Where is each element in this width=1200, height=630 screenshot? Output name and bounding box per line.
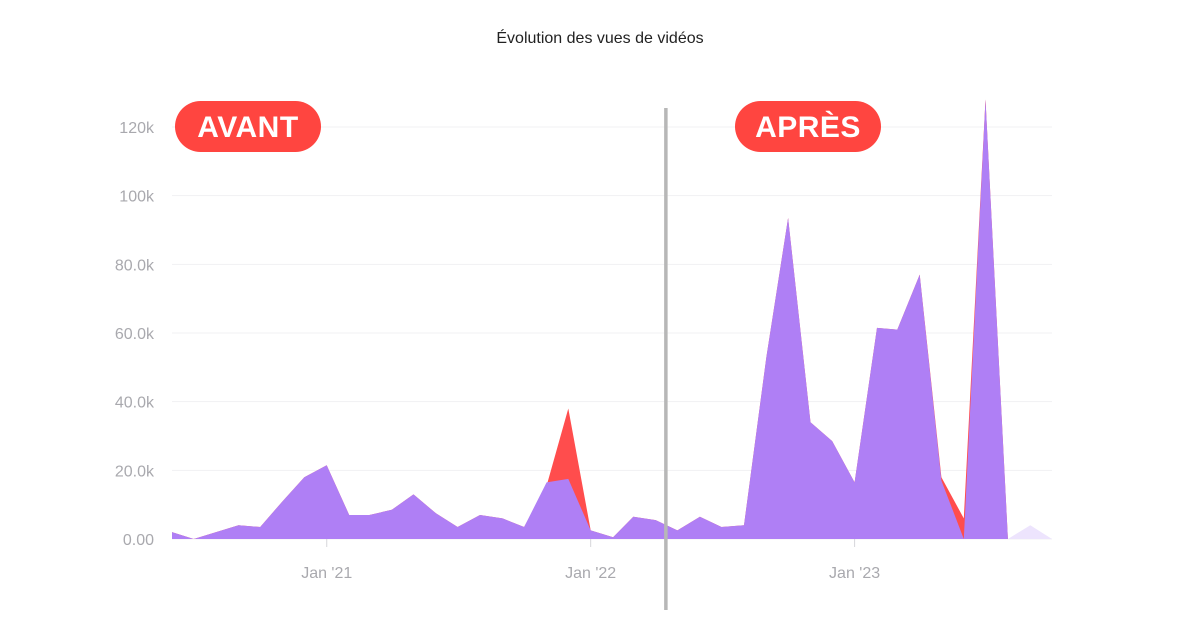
y-tick-label: 60.0k [115, 326, 155, 343]
y-axis: 0.00 20.0k 40.0k 60.0k 80.0k 100k 120k [115, 120, 155, 549]
annotation-label: APRÈS [755, 110, 861, 144]
x-tick-label: Jan '23 [829, 565, 880, 582]
chart-title: Évolution des vues de vidéos [496, 30, 704, 47]
series-layer [172, 99, 1052, 539]
annotation-pill [735, 101, 881, 152]
x-tick-label: Jan '21 [301, 565, 352, 582]
x-tick-label: Jan '22 [565, 565, 616, 582]
y-tick-label: 40.0k [115, 395, 155, 412]
y-tick-label: 80.0k [115, 257, 155, 274]
annotation-layer: AVANT APRÈS [175, 101, 881, 152]
x-axis: Jan '21 Jan '22 Jan '23 [301, 539, 880, 582]
annotation-after-badge: APRÈS [735, 101, 881, 152]
y-tick-label: 0.00 [123, 532, 154, 549]
annotation-label: AVANT [197, 111, 298, 144]
annotation-pill [175, 101, 321, 152]
series-area-2 [172, 99, 1052, 539]
y-tick-label: 20.0k [115, 463, 155, 480]
y-tick-label: 100k [119, 189, 155, 206]
annotation-before-badge: AVANT [175, 101, 321, 152]
y-tick-label: 120k [119, 120, 155, 137]
